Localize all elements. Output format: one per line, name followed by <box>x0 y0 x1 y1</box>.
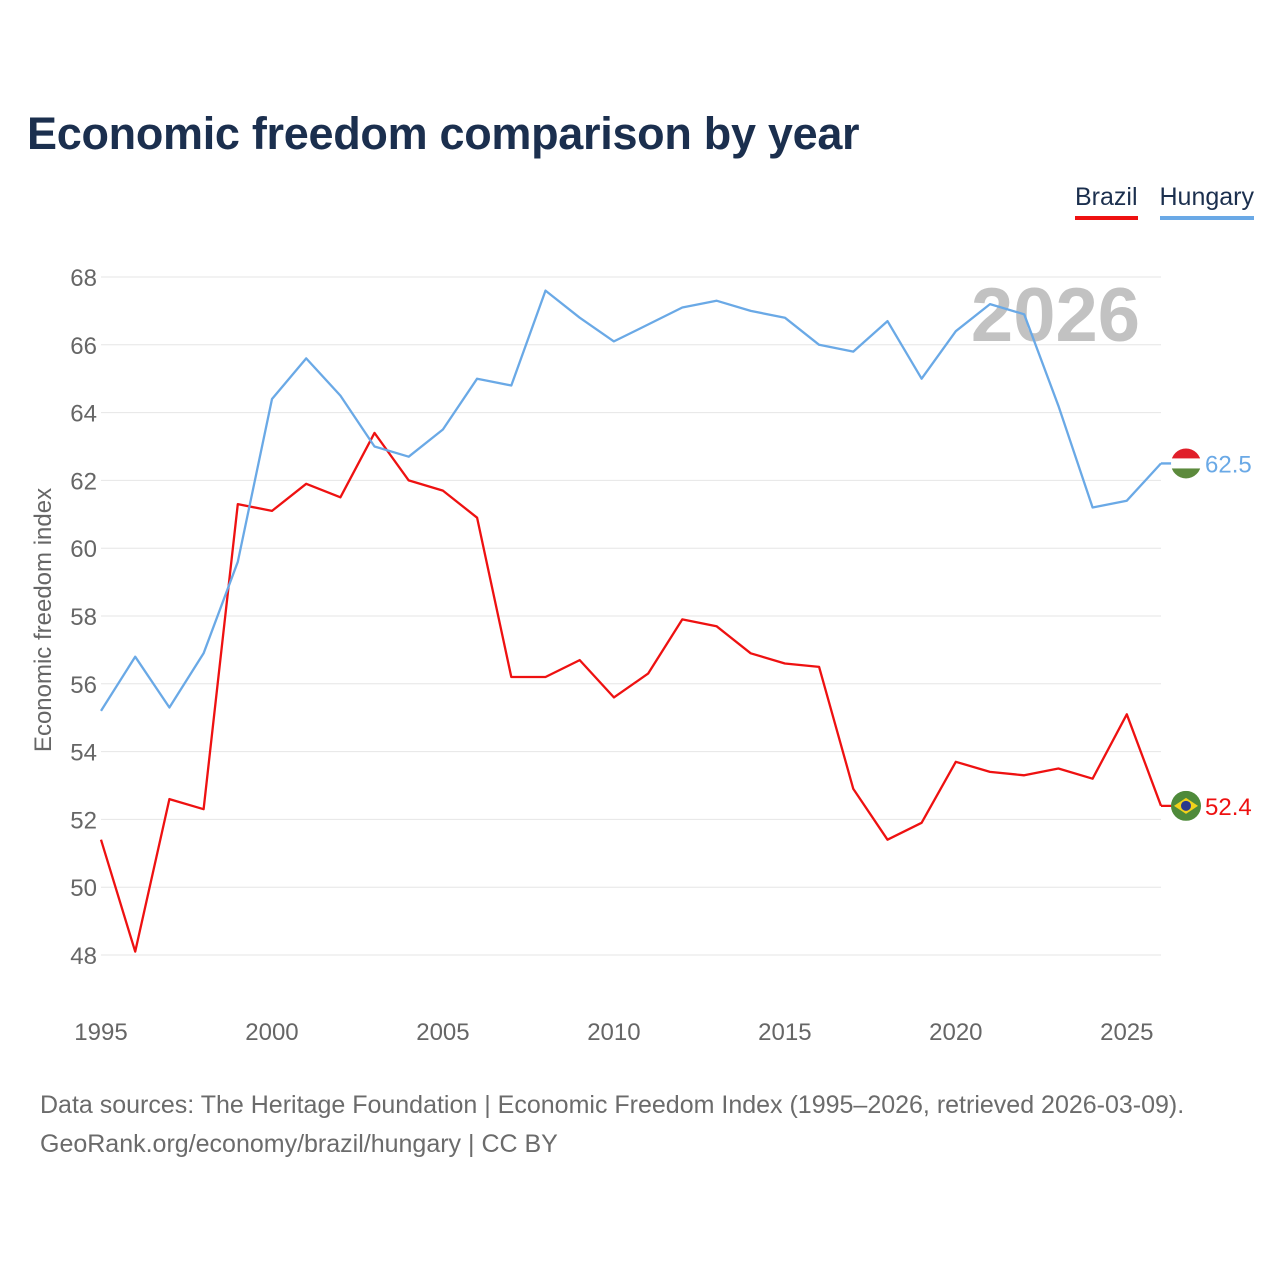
y-tick-label: 62 <box>70 468 97 495</box>
source-line-1: Data sources: The Heritage Foundation | … <box>40 1091 1185 1119</box>
brazil-flag-icon <box>1171 790 1201 821</box>
y-tick-label: 58 <box>70 604 97 631</box>
x-tick-label: 2000 <box>245 1019 298 1046</box>
y-tick-label: 66 <box>70 333 97 360</box>
source-line-2[interactable]: GeoRank.org/economy/brazil/hungary | CC … <box>40 1130 558 1158</box>
x-tick-label: 2020 <box>929 1019 982 1046</box>
end-value-label-brazil: 52.4 <box>1205 794 1252 821</box>
legend: Brazil Hungary <box>1074 183 1254 220</box>
x-tick-label: 2010 <box>587 1019 640 1046</box>
source-note: Data sources: The Heritage Foundation | … <box>40 1086 1184 1164</box>
x-tick-label: 2005 <box>416 1019 469 1046</box>
x-tick-label: 2015 <box>758 1019 811 1046</box>
legend-item-hungary[interactable]: Hungary <box>1159 183 1254 220</box>
y-axis-label: Economic freedom index <box>30 488 57 752</box>
chart-title: Economic freedom comparison by year <box>27 108 860 159</box>
y-tick-label: 48 <box>70 943 97 970</box>
y-tick-label: 52 <box>70 807 97 834</box>
y-tick-label: 64 <box>70 401 97 428</box>
y-tick-label: 54 <box>70 740 97 767</box>
series-line-brazil <box>99 431 1163 953</box>
y-tick-label: 56 <box>70 672 97 699</box>
y-tick-label: 68 <box>70 265 97 292</box>
year-watermark: 2026 <box>971 273 1140 358</box>
end-value-label-hungary: 62.5 <box>1205 451 1252 478</box>
legend-item-brazil[interactable]: Brazil <box>1074 183 1138 220</box>
x-tick-label: 2025 <box>1100 1019 1153 1046</box>
x-tick-label: 1995 <box>74 1019 127 1046</box>
series-line-hungary <box>100 289 1162 712</box>
y-tick-label: 60 <box>70 536 97 563</box>
y-tick-label: 50 <box>70 875 97 902</box>
hungary-flag-icon <box>1171 448 1201 479</box>
